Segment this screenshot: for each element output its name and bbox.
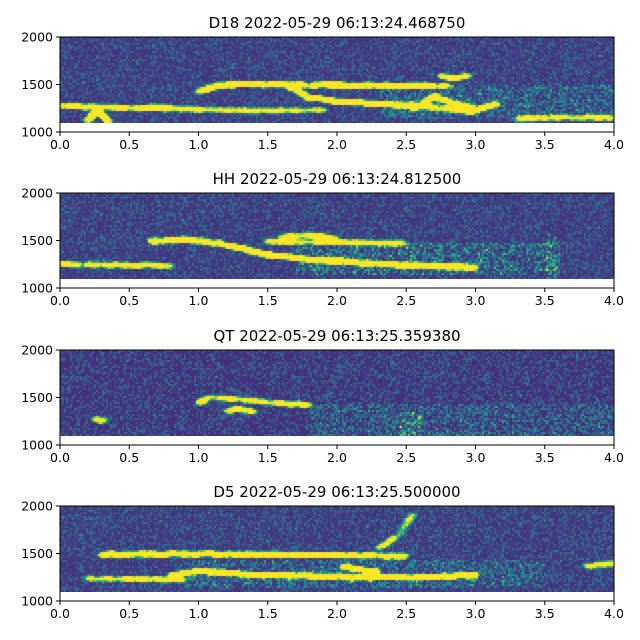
x-tick-label: 0.5: [119, 293, 139, 308]
y-tick-label: 1500: [21, 390, 53, 405]
y-tick-label: 1000: [21, 281, 53, 296]
y-tick-label: 1500: [21, 233, 53, 248]
x-tick-label: 4.0: [604, 606, 624, 621]
x-tick-label: 1.5: [258, 606, 278, 621]
x-tick-label: 4.0: [604, 450, 624, 465]
spectrogram-heatmap: [60, 193, 614, 279]
chart-title: QT 2022-05-29 06:13:25.359380: [213, 327, 460, 345]
spectrogram-heatmap: [60, 350, 614, 436]
x-tick-label: 0.0: [50, 606, 70, 621]
x-tick-label: 2.5: [396, 450, 416, 465]
x-tick-label: 3.5: [535, 606, 555, 621]
chart-title: HH 2022-05-29 06:13:24.812500: [213, 170, 462, 188]
spectrogram-panel-1: D18 2022-05-29 06:13:24.468750 0.0 0.5 1.0 1…: [21, 14, 624, 152]
x-tick-label: 2.5: [396, 137, 416, 152]
x-tick-label: 0.0: [50, 450, 70, 465]
x-tick-label: 2.5: [396, 606, 416, 621]
x-tick-label: 2.0: [327, 293, 347, 308]
x-tick-label: 0.5: [119, 137, 139, 152]
y-tick-label: 2000: [21, 499, 53, 514]
y-tick-label: 1000: [21, 125, 53, 140]
x-tick-label: 1.5: [258, 137, 278, 152]
spectrogram-panel-2: HH 2022-05-29 06:13:24.812500 0.0 0.5 1.0 1.…: [21, 170, 624, 308]
spectrogram-panel-3: QT 2022-05-29 06:13:25.359380 0.0 0.5 1.0 1.…: [21, 327, 624, 465]
y-tick-label: 1000: [21, 438, 53, 453]
x-tick-label: 3.0: [466, 293, 486, 308]
x-tick-label: 4.0: [604, 293, 624, 308]
y-tick-label: 1500: [21, 77, 53, 92]
x-tick-label: 3.5: [535, 137, 555, 152]
x-tick-label: 2.0: [327, 450, 347, 465]
x-tick-label: 1.0: [189, 137, 209, 152]
x-tick-label: 1.0: [189, 450, 209, 465]
x-tick-label: 3.5: [535, 293, 555, 308]
x-tick-label: 1.5: [258, 450, 278, 465]
spectrogram-panel-4: D5 2022-05-29 06:13:25.500000 0.0 0.5 1.0 1.…: [21, 483, 624, 621]
y-tick-label: 1000: [21, 594, 53, 609]
x-tick-label: 3.5: [535, 450, 555, 465]
y-tick-label: 2000: [21, 30, 53, 45]
x-tick-label: 1.0: [189, 293, 209, 308]
x-tick-label: 3.0: [466, 450, 486, 465]
x-tick-label: 0.5: [119, 606, 139, 621]
chart-title: D5 2022-05-29 06:13:25.500000: [213, 483, 460, 501]
x-tick-label: 1.0: [189, 606, 209, 621]
x-tick-label: 2.0: [327, 606, 347, 621]
x-tick-label: 2.0: [327, 137, 347, 152]
x-tick-label: 1.5: [258, 293, 278, 308]
x-tick-label: 0.0: [50, 293, 70, 308]
x-tick-label: 0.5: [119, 450, 139, 465]
y-tick-label: 2000: [21, 343, 53, 358]
x-tick-label: 3.0: [466, 137, 486, 152]
x-tick-label: 2.5: [396, 293, 416, 308]
x-tick-label: 3.0: [466, 606, 486, 621]
chart-title: D18 2022-05-29 06:13:24.468750: [209, 14, 466, 32]
x-tick-label: 0.0: [50, 137, 70, 152]
spectrogram-heatmap: [60, 37, 614, 123]
spectrogram-heatmap: [60, 506, 614, 592]
y-tick-label: 2000: [21, 186, 53, 201]
y-tick-label: 1500: [21, 546, 53, 561]
x-tick-label: 4.0: [604, 137, 624, 152]
